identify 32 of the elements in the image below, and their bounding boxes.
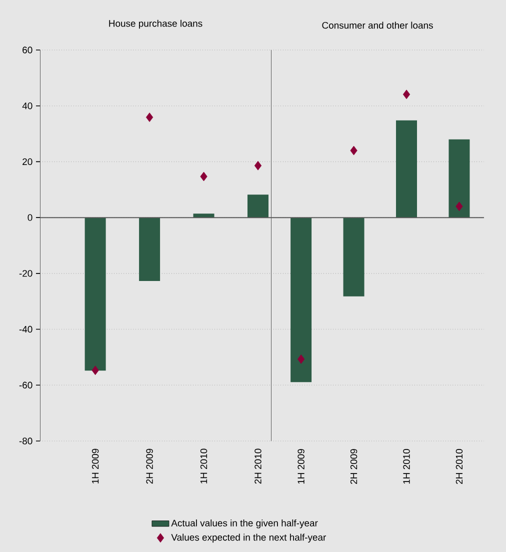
y-tick-label: -60 <box>19 382 32 388</box>
point <box>146 112 154 122</box>
point <box>200 172 208 182</box>
x-tick-label: 2H 2009 <box>350 449 358 484</box>
x-tick-label: 1H 2009 <box>298 449 304 484</box>
bar <box>193 214 214 218</box>
x-tick-label: 2H 2010 <box>254 448 262 484</box>
point <box>402 90 410 100</box>
y-tick-label: 20 <box>22 158 32 166</box>
x-tick-label: 2H 2010 <box>456 448 463 484</box>
y-tick-label: 0 <box>28 214 32 221</box>
y-tick-label: -80 <box>19 438 32 444</box>
chart-title: House purchase loans <box>109 20 202 29</box>
x-tick-label: 1H 2009 <box>92 448 99 484</box>
chart-title: Consumer and other loans <box>322 22 433 29</box>
y-tick-label: 60 <box>22 46 32 54</box>
bar <box>139 218 160 281</box>
x-tick-label: 2H 2009 <box>146 448 153 484</box>
y-tick-label: -20 <box>19 270 32 277</box>
x-tick-label: 1H 2010 <box>403 448 410 484</box>
legend-label: Values expected in the next half-year <box>171 534 326 543</box>
bar <box>247 194 268 218</box>
y-tick-label: -40 <box>19 326 32 333</box>
bar <box>84 218 106 371</box>
point <box>92 366 99 376</box>
legend-label: Actual values in the given half-year <box>171 519 318 528</box>
y-tick-label: 40 <box>22 102 32 110</box>
point <box>456 202 463 212</box>
point <box>350 146 358 156</box>
point <box>254 160 262 170</box>
x-tick-label: 1H 2010 <box>200 448 208 484</box>
point <box>297 354 305 364</box>
